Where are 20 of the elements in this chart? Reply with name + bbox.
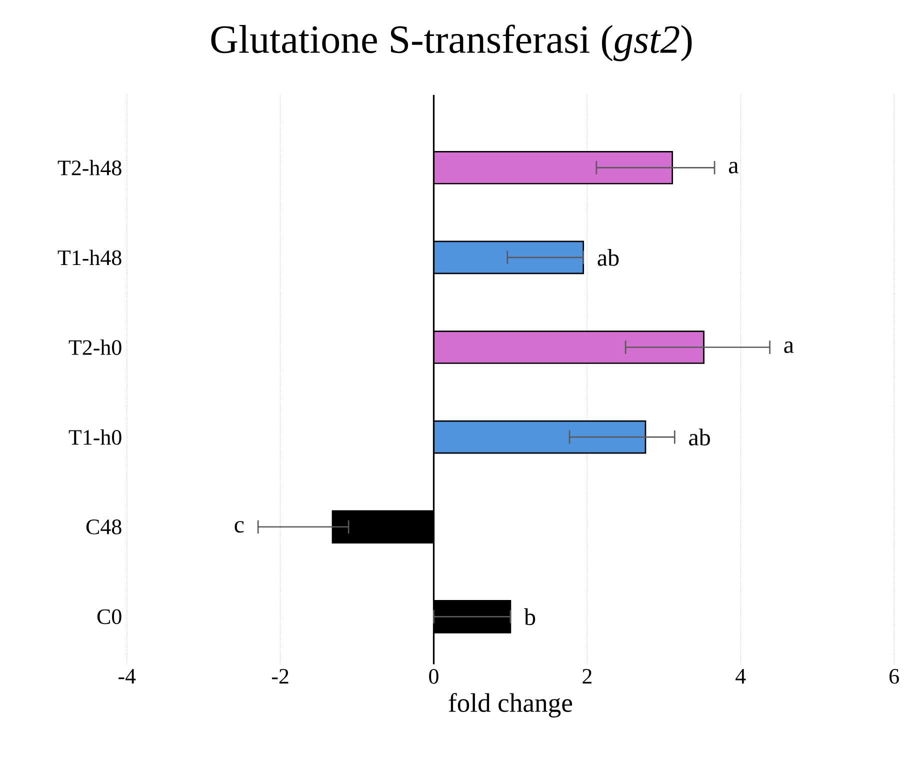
y-tick-label: C0 — [97, 609, 122, 624]
chart-title: Glutatione S-transferasi (gst2) — [211, 24, 692, 62]
x-tick-label: 2 — [582, 668, 592, 684]
annotation: a — [728, 162, 738, 174]
annotation: ab — [598, 248, 619, 266]
x-tick-label: -2 — [272, 668, 288, 684]
y-tick-label: C48 — [86, 519, 122, 534]
x-tick-label: -4 — [118, 668, 136, 684]
annotation: ab — [689, 428, 710, 446]
x-tick-label: 4 — [736, 668, 746, 684]
y-tick-label: T1-h48 — [58, 250, 122, 266]
x-tick-label: 6 — [890, 668, 899, 684]
annotation: a — [784, 341, 794, 353]
annotation: c — [234, 521, 244, 533]
x-axis-title: fold change — [448, 692, 572, 718]
x-tick-label: 0 — [429, 668, 438, 684]
y-tick-label: T1-h0 — [68, 429, 122, 445]
y-tick-label: T2-h48 — [58, 160, 122, 176]
y-tick-label: T2-h0 — [68, 339, 122, 355]
annotation: b — [524, 608, 536, 626]
